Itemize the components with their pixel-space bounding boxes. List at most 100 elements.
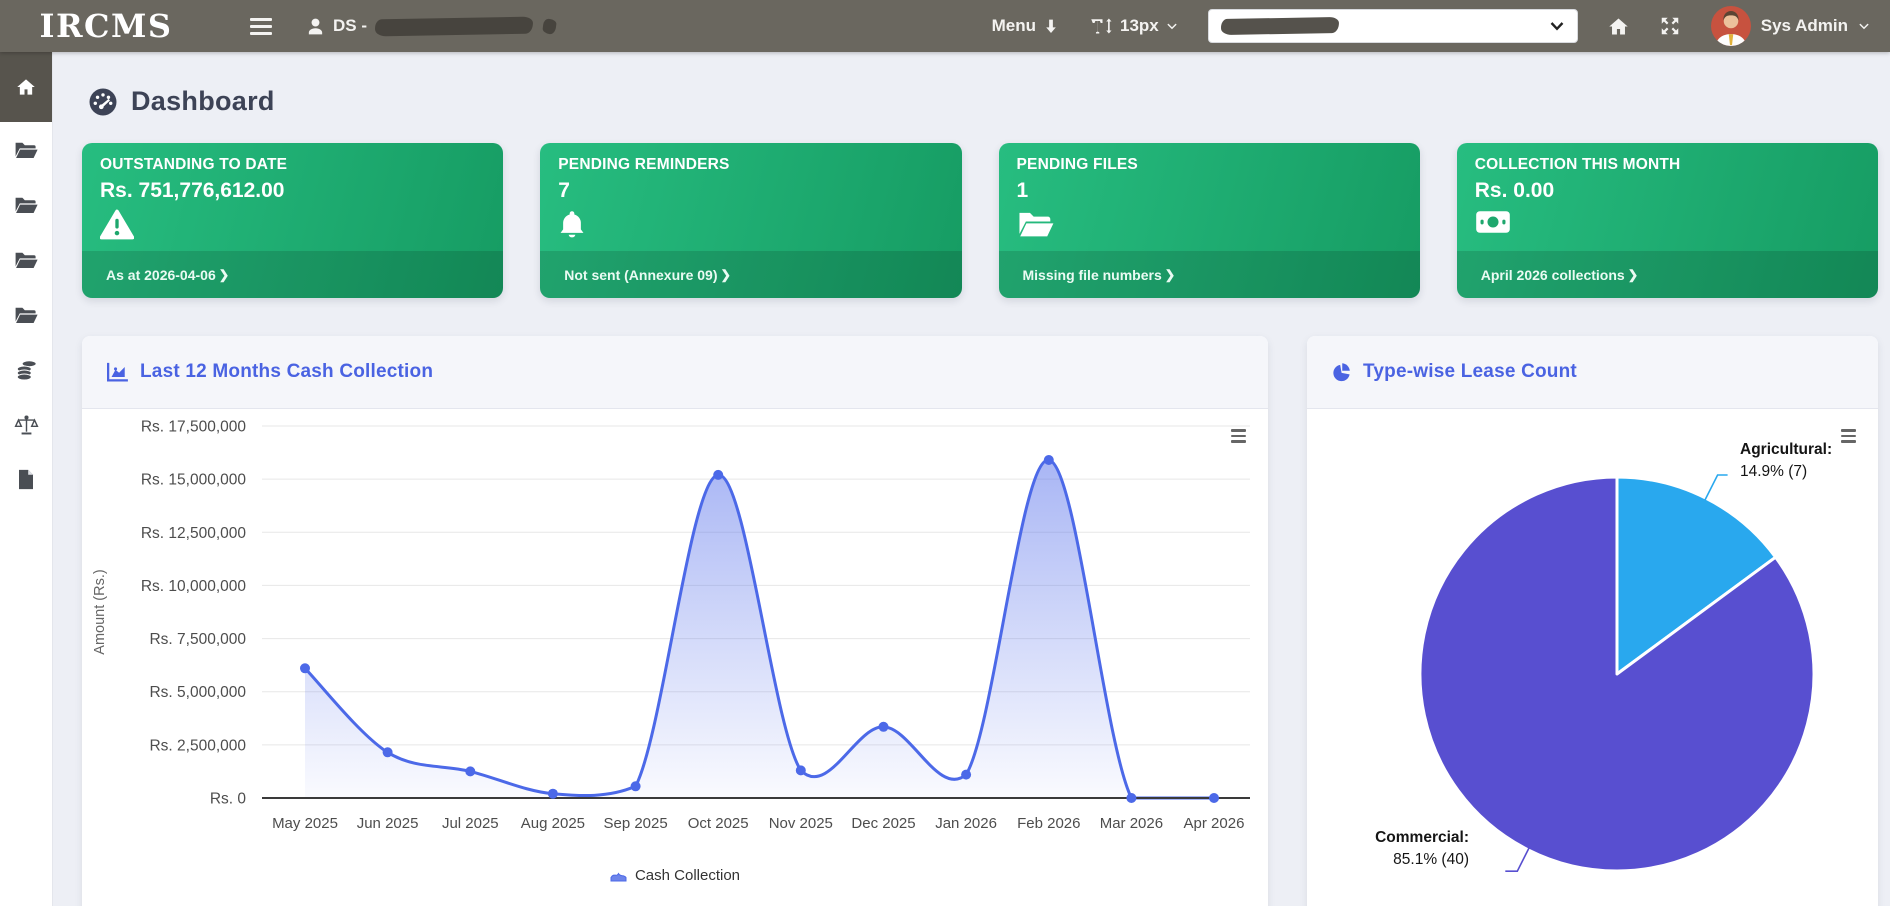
dashboard-gauge-icon: [88, 87, 118, 117]
page-title: Dashboard: [131, 86, 275, 117]
balance-scale-icon: [14, 414, 39, 436]
legend-label: Cash Collection: [635, 867, 740, 884]
coins-icon: [15, 358, 38, 381]
user-prefix-text: DS -: [333, 16, 367, 36]
svg-text:Oct 2025: Oct 2025: [688, 815, 749, 832]
font-size-value: 13px: [1120, 16, 1159, 36]
sidebar-item-legal[interactable]: [0, 397, 52, 452]
stat-card-value: 1: [1017, 179, 1402, 203]
stat-card-footer-link[interactable]: Missing file numbers ❯: [999, 251, 1420, 298]
stat-card-footer-link[interactable]: As at 2026-04-06 ❯: [82, 251, 503, 298]
panel-title: Type-wise Lease Count: [1363, 361, 1577, 383]
navbar-user-chip[interactable]: DS -: [306, 16, 556, 36]
chevron-right-icon: ❯: [1628, 267, 1638, 282]
folder-open-icon: [14, 250, 38, 270]
svg-text:Rs. 17,500,000: Rs. 17,500,000: [141, 419, 247, 436]
font-size-control[interactable]: 13px: [1089, 16, 1178, 36]
agricultural-callout-line: [1705, 475, 1728, 500]
svg-text:Dec 2025: Dec 2025: [851, 815, 915, 832]
pie-label-name: Agricultural:: [1740, 439, 1832, 461]
stat-card-outstanding: OUTSTANDING TO DATE Rs. 751,776,612.00 A…: [82, 143, 503, 298]
select-chevron-icon: [1549, 18, 1565, 34]
profile-menu[interactable]: Sys Admin: [1711, 6, 1870, 46]
folder-open-icon: [14, 140, 38, 160]
svg-text:Jul 2025: Jul 2025: [442, 815, 499, 832]
folder-open-icon: [14, 305, 38, 325]
stat-card-value: 7: [558, 179, 943, 203]
svg-text:Jun 2025: Jun 2025: [357, 815, 419, 832]
chevron-down-icon: [1166, 20, 1178, 32]
svg-text:Sep 2025: Sep 2025: [603, 815, 667, 832]
commercial-callout-line: [1505, 848, 1529, 871]
menu-dropdown[interactable]: Menu: [992, 16, 1059, 36]
pie-chart-icon: [1331, 362, 1351, 382]
arrow-down-icon: [1043, 18, 1059, 34]
pie-label-name: Commercial:: [1319, 827, 1469, 849]
stat-card-title: OUTSTANDING TO DATE: [100, 156, 485, 174]
app-logo[interactable]: IRCMS: [0, 7, 212, 45]
sidebar-toggle-button[interactable]: [250, 18, 272, 35]
cash-collection-panel: Last 12 Months Cash Collection Rs. 0Rs. …: [82, 336, 1268, 906]
quick-search-select[interactable]: [1208, 9, 1578, 43]
page-header: Dashboard: [88, 86, 1878, 117]
stat-card-footer-text: Missing file numbers: [1023, 267, 1162, 283]
stat-card-footer-text: Not sent (Annexure 09): [564, 267, 717, 283]
menu-label: Menu: [992, 16, 1036, 36]
fullscreen-button[interactable]: [1659, 15, 1681, 37]
user-role-label: Sys Admin: [1761, 16, 1848, 36]
stat-card-footer-text: As at 2026-04-06: [106, 267, 216, 283]
stat-card-value: Rs. 751,776,612.00: [100, 179, 485, 203]
redacted-mark: [542, 18, 557, 34]
folder-open-icon: [14, 195, 38, 215]
redacted-select-value: [1221, 17, 1339, 35]
home-icon: [16, 77, 36, 97]
chart-legend[interactable]: Cash Collection: [82, 867, 1268, 884]
svg-text:Apr 2026: Apr 2026: [1184, 815, 1245, 832]
chevron-right-icon: ❯: [721, 267, 731, 282]
stat-card-footer-link[interactable]: April 2026 collections ❯: [1457, 251, 1878, 298]
sidebar-item-files-1[interactable]: [0, 122, 52, 177]
sidebar-item-files-2[interactable]: [0, 177, 52, 232]
svg-text:Rs. 15,000,000: Rs. 15,000,000: [141, 472, 247, 489]
sidebar-item-home[interactable]: [0, 52, 52, 122]
bell-icon: [558, 209, 586, 240]
stat-card-title: PENDING REMINDERS: [558, 156, 943, 174]
money-bill-icon: [1475, 209, 1511, 235]
avatar: [1711, 6, 1751, 46]
chevron-right-icon: ❯: [219, 267, 229, 282]
stat-card-title: COLLECTION THIS MONTH: [1475, 156, 1860, 174]
chart-context-menu-button[interactable]: [1841, 429, 1856, 443]
pie-label-agricultural: Agricultural: 14.9% (7): [1740, 439, 1832, 482]
sidebar-item-collections[interactable]: [0, 342, 52, 397]
home-button[interactable]: [1608, 16, 1629, 37]
chevron-down-icon: [1858, 20, 1870, 32]
redacted-username: [375, 16, 533, 36]
sidebar-item-reports[interactable]: [0, 452, 52, 507]
pie-label-commercial: Commercial: 85.1% (40): [1319, 827, 1469, 870]
sidebar-item-files-4[interactable]: [0, 287, 52, 342]
series-area: [305, 460, 1214, 798]
warning-triangle-icon: [100, 209, 134, 240]
pie-label-value: 14.9% (7): [1740, 461, 1832, 483]
user-icon: [306, 17, 325, 36]
svg-text:Mar 2026: Mar 2026: [1100, 815, 1163, 832]
legend-area-marker-icon: [610, 869, 627, 882]
svg-text:May 2025: May 2025: [272, 815, 338, 832]
cash-collection-chart: Rs. 0Rs. 2,500,000Rs. 5,000,000Rs. 7,500…: [82, 409, 1266, 845]
svg-text:Rs. 5,000,000: Rs. 5,000,000: [149, 684, 246, 701]
svg-text:Jan 2026: Jan 2026: [935, 815, 997, 832]
area-chart-icon: [106, 362, 128, 382]
x-axis-labels: May 2025Jun 2025Jul 2025Aug 2025Sep 2025…: [272, 815, 1244, 832]
chart-context-menu-button[interactable]: [1231, 429, 1246, 443]
stat-card-collection: COLLECTION THIS MONTH Rs. 0.00 April 202…: [1457, 143, 1878, 298]
main-content: Dashboard OUTSTANDING TO DATE Rs. 751,77…: [52, 52, 1890, 906]
stat-cards-row: OUTSTANDING TO DATE Rs. 751,776,612.00 A…: [82, 143, 1878, 298]
panel-title: Last 12 Months Cash Collection: [140, 361, 433, 383]
stat-card-reminders: PENDING REMINDERS 7 Not sent (Annexure 0…: [540, 143, 961, 298]
stat-card-footer-link[interactable]: Not sent (Annexure 09) ❯: [540, 251, 961, 298]
panel-header: Type-wise Lease Count: [1307, 336, 1878, 409]
sidebar-item-files-3[interactable]: [0, 232, 52, 287]
pie-label-value: 85.1% (40): [1319, 849, 1469, 871]
lease-count-panel: Type-wise Lease Count Agricultural: 14.9…: [1307, 336, 1878, 906]
charts-row: Last 12 Months Cash Collection Rs. 0Rs. …: [82, 336, 1878, 906]
